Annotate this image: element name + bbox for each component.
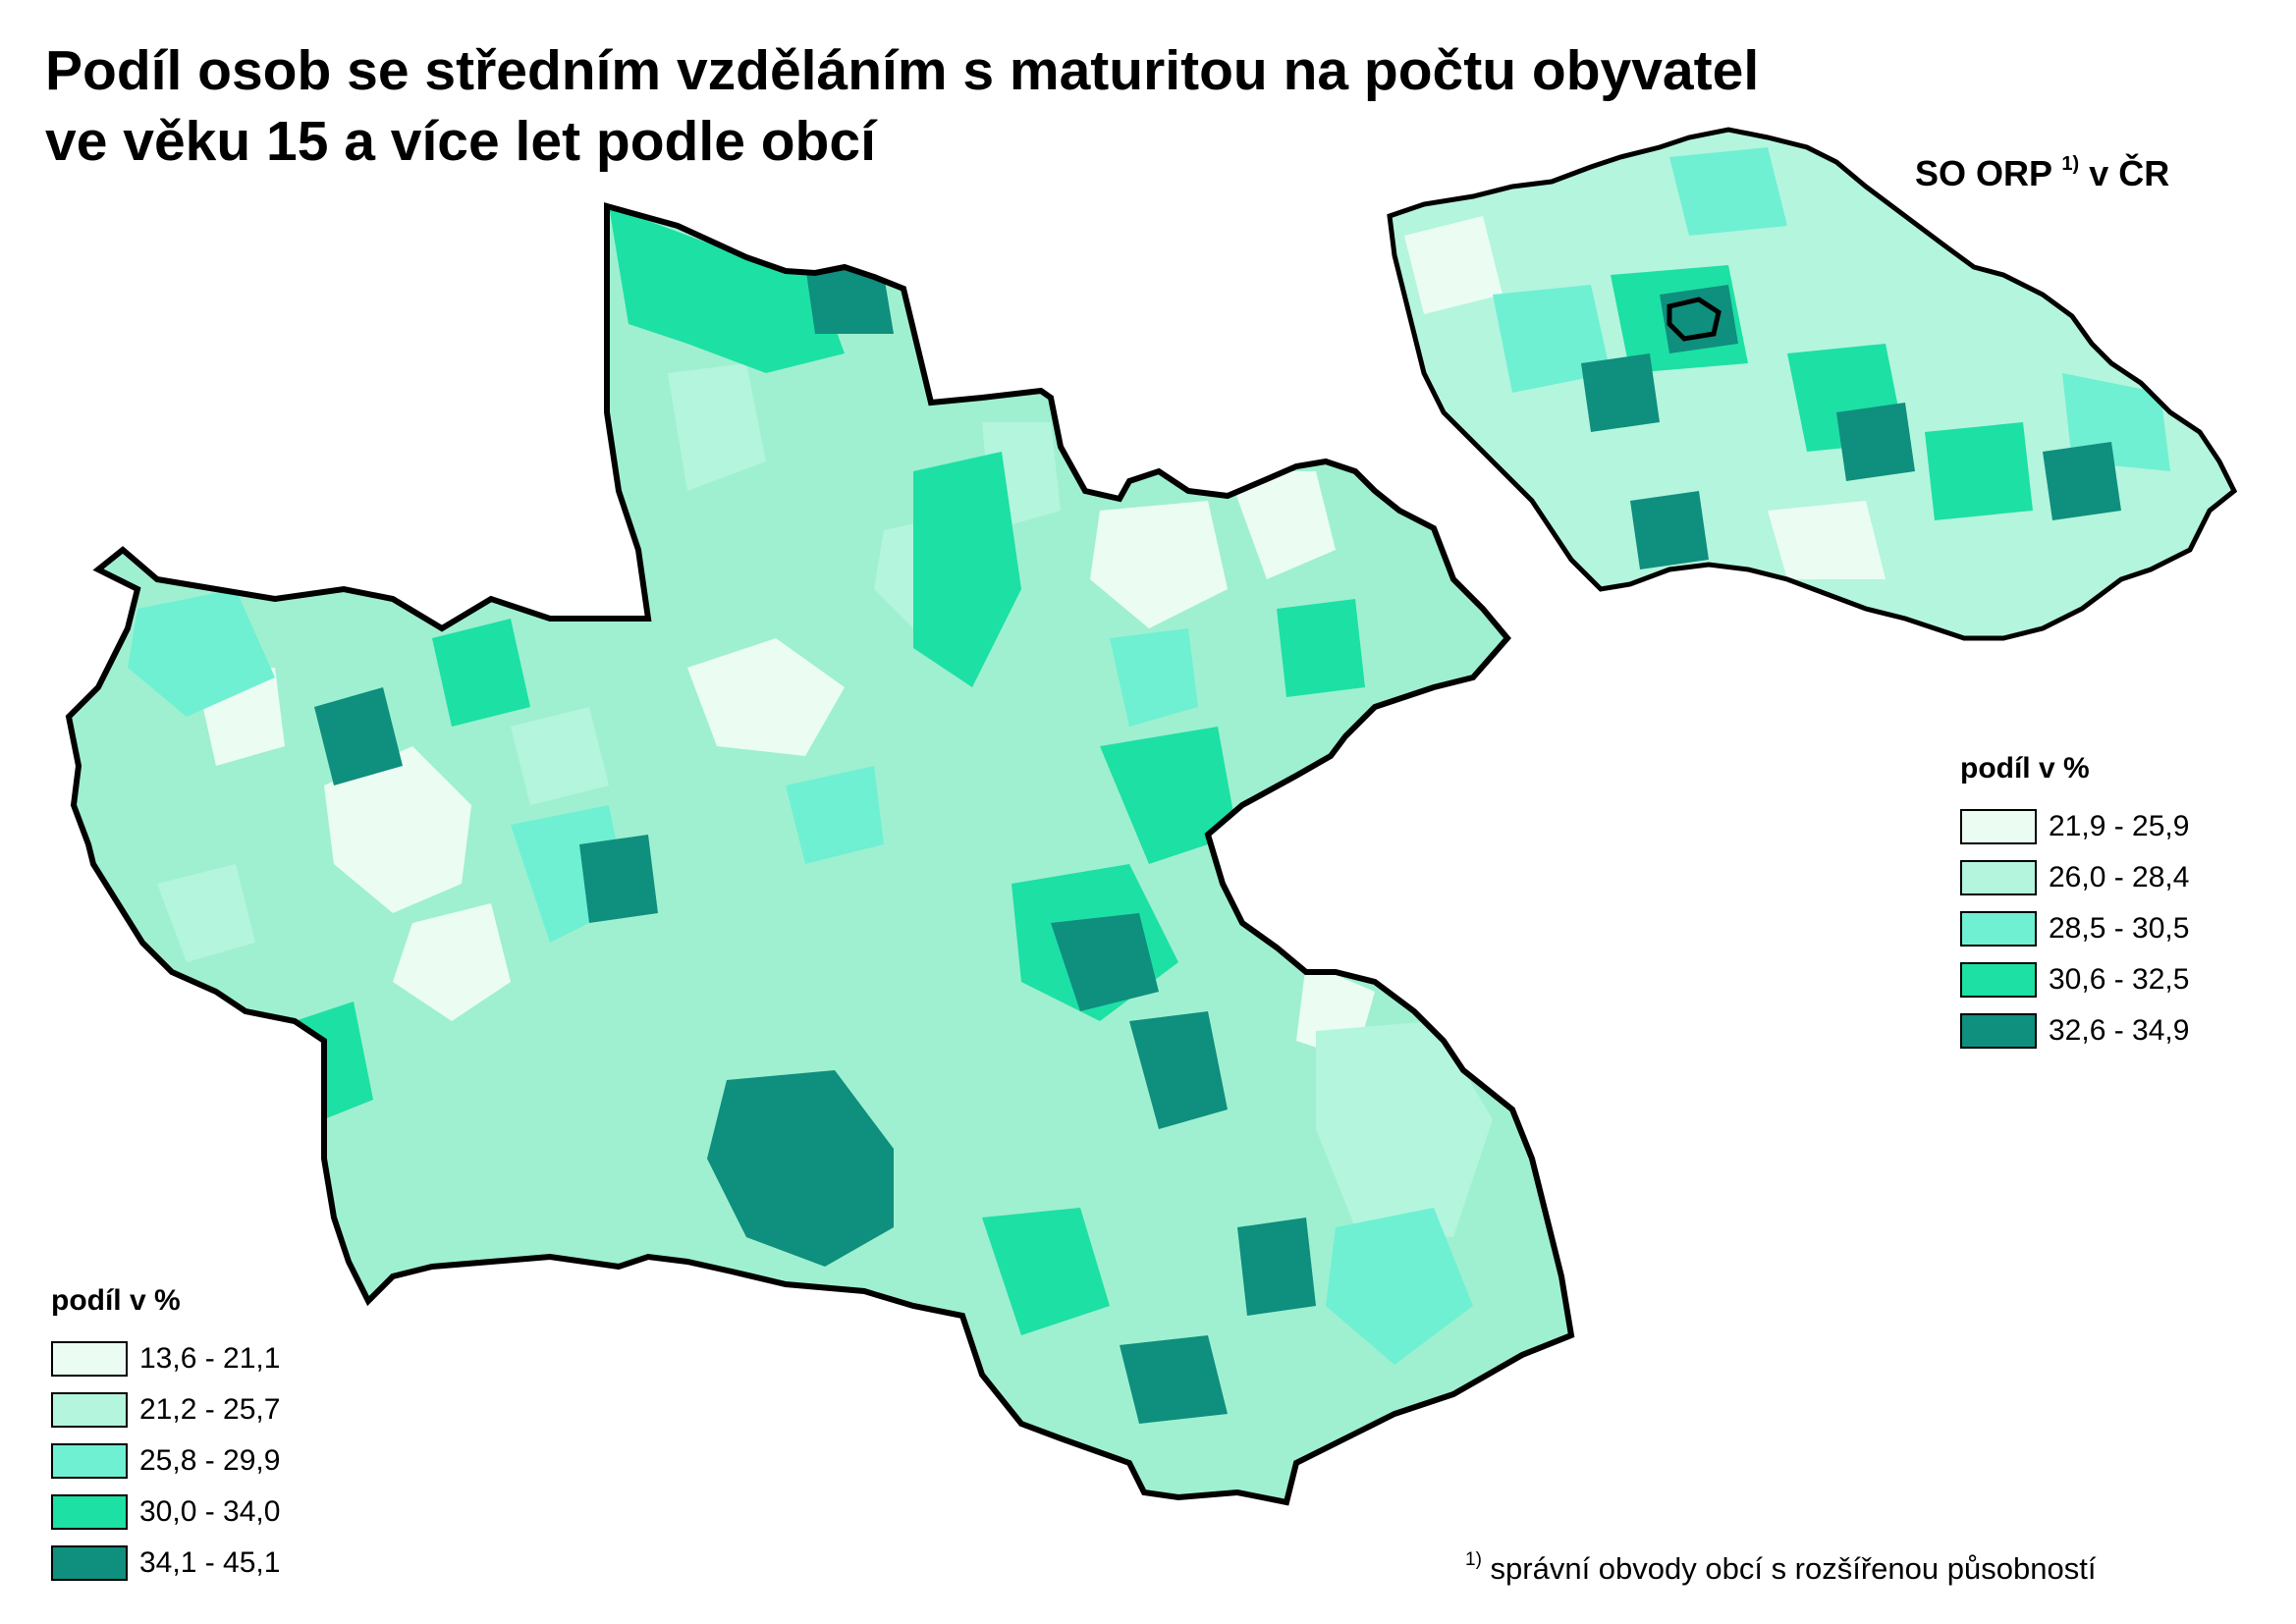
inset-patch-light [1404,216,1503,314]
main-legend-swatch [51,1341,128,1377]
patch-light [1228,471,1336,579]
patch-light [393,903,511,1021]
inset-patch-aqua [1669,147,1787,236]
patch-mint [668,363,766,491]
main-legend-swatch [51,1545,128,1581]
inset-legend: podíl v % 21,9 - 25,9 26,0 - 28,4 28,5 -… [1960,752,2189,1056]
patch-dark [1120,1335,1228,1424]
patch-aqua [786,766,884,864]
inset-patch-green [1925,422,2033,520]
inset-prague-outline [1667,297,1722,342]
title-line-2: ve věku 15 a více let podle obcí [45,110,876,173]
patch-dark [805,265,894,334]
main-legend-swatch [51,1392,128,1428]
inset-legend-swatch [1960,860,2037,895]
patch-dark [1237,1218,1316,1316]
main-legend-row: 21,2 - 25,7 [51,1384,280,1435]
inset-patch-aqua [1493,285,1611,393]
patch-light [324,746,471,913]
municipality-patches [128,206,1493,1424]
inset-map-cr [1387,127,2238,641]
inset-legend-label: 30,6 - 32,5 [2049,963,2190,996]
patch-aqua [1110,628,1198,727]
inset-label: SO ORP 1) v ČR [1915,153,2169,194]
inset-legend-row: 30,6 - 32,5 [1960,954,2189,1005]
inset-label-suffix: v ČR [2079,153,2170,193]
region-border [65,202,1575,1506]
patch-mint [1316,1021,1493,1237]
inset-legend-label: 21,9 - 25,9 [2049,810,2190,842]
patch-dark [1129,1011,1228,1129]
inset-patch-light [1768,501,1886,579]
main-legend-row: 30,0 - 34,0 [51,1487,280,1538]
patch-mint [157,864,255,962]
inset-label-main: SO ORP [1915,153,2052,193]
patch-dark [314,687,403,785]
patch-green [913,452,1021,687]
inset-legend-row: 32,6 - 34,9 [1960,1005,2189,1056]
patch-green [1100,727,1237,864]
patch-dark [579,835,658,923]
inset-patch-dark [1630,491,1709,569]
patch-mint [511,707,609,805]
patch-light [1090,501,1228,628]
patch-aqua [128,589,275,717]
inset-orp-patches [1404,147,2170,579]
inset-legend-label: 28,5 - 30,5 [2049,912,2190,945]
inset-patch-dark [1836,403,1915,481]
patch-green [982,1208,1110,1335]
patch-green [432,619,530,727]
patch-dark [1051,913,1159,1011]
main-legend-label: 25,8 - 29,9 [139,1444,281,1477]
footnote: 1) správní obvody obcí s rozšířenou půso… [1465,1549,2096,1587]
inset-patch-dark [1581,353,1660,432]
patch-aqua [1326,1208,1473,1365]
footnote-text: správní obvody obcí s rozšířenou působno… [1481,1551,2097,1586]
inset-legend-title: podíl v % [1960,752,2090,785]
patch-green [1277,599,1365,697]
main-legend-label: 13,6 - 21,1 [139,1342,281,1375]
footnote-mark: 1) [1465,1549,1482,1570]
main-legend-title: podíl v % [51,1284,181,1317]
patch-light [687,638,845,756]
inset-legend-row: 26,0 - 28,4 [1960,852,2189,903]
inset-legend-label: 26,0 - 28,4 [2049,861,2190,893]
main-legend-row: 34,1 - 45,1 [51,1538,280,1589]
main-legend-row: 25,8 - 29,9 [51,1435,280,1487]
inset-legend-label: 32,6 - 34,9 [2049,1014,2190,1047]
main-legend-label: 30,0 - 34,0 [139,1495,281,1528]
main-legend-label: 21,2 - 25,7 [139,1393,281,1426]
inset-legend-swatch [1960,809,2037,844]
map-title: Podíl osob se středním vzděláním s matur… [45,35,1759,177]
main-legend-label: 34,1 - 45,1 [139,1546,281,1579]
inset-legend-row: 21,9 - 25,9 [1960,801,2189,852]
patch-green [609,206,845,373]
inset-legend-swatch [1960,962,2037,998]
inset-legend-swatch [1960,911,2037,947]
inset-patch-dark [2043,442,2121,520]
main-legend-row: 13,6 - 21,1 [51,1333,280,1384]
inset-label-footnote-mark: 1) [2061,153,2080,175]
inset-border [1387,127,2238,641]
main-legend: podíl v % 13,6 - 21,1 21,2 - 25,7 25,8 -… [51,1284,280,1589]
region-map [65,202,1575,1506]
main-legend-swatch [51,1494,128,1530]
title-line-1: Podíl osob se středním vzděláním s matur… [45,39,1760,102]
patch-dark [707,1070,894,1267]
main-legend-swatch [51,1443,128,1479]
inset-legend-row: 28,5 - 30,5 [1960,903,2189,954]
inset-legend-swatch [1960,1013,2037,1049]
